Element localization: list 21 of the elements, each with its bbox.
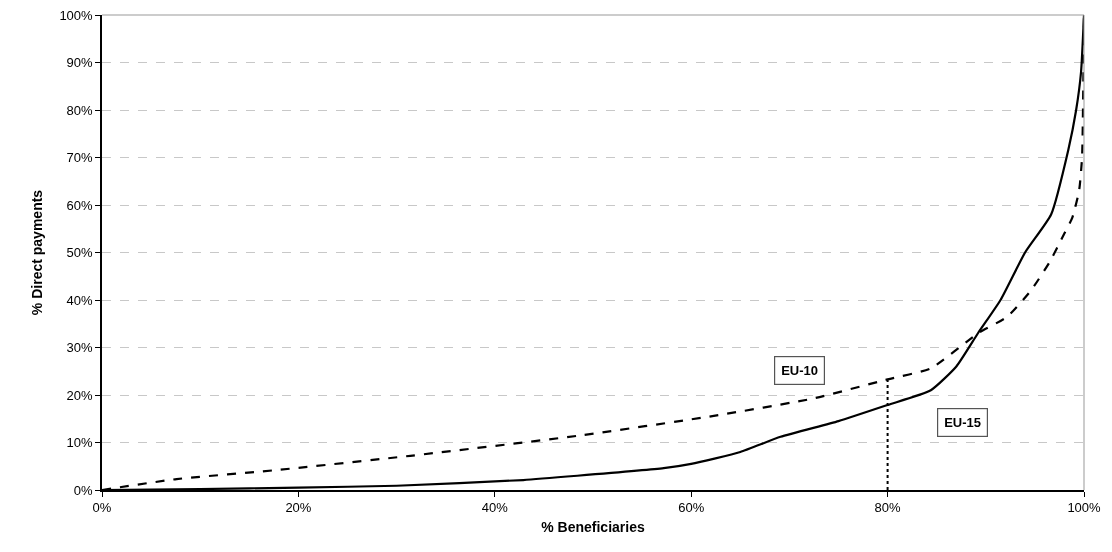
- x-tick-label: 0%: [92, 500, 112, 516]
- y-tick-label: 80%: [66, 102, 94, 118]
- y-tick-label: 20%: [66, 387, 94, 403]
- y-tick-label: 40%: [66, 292, 94, 308]
- y-tick-label: 70%: [66, 150, 94, 166]
- y-tick-label: 60%: [66, 197, 94, 213]
- x-axis-title: % Beneficiaries: [541, 519, 645, 536]
- series-label: EU-10: [781, 363, 819, 379]
- y-tick-label: 50%: [66, 245, 94, 261]
- y-tick-label: 30%: [66, 340, 94, 356]
- y-tick-label: 0%: [73, 482, 94, 498]
- x-tick-label: 20%: [285, 500, 312, 516]
- y-tick-label: 10%: [66, 435, 94, 451]
- x-tick-label: 40%: [481, 500, 509, 516]
- y-axis-title: % Direct payments: [28, 189, 45, 316]
- y-tick-label: 100%: [59, 7, 94, 23]
- x-tick-label: 80%: [874, 500, 902, 516]
- x-tick-label: 60%: [678, 500, 705, 516]
- text: EU-15: [944, 415, 982, 431]
- y-tick-label: 90%: [66, 55, 94, 71]
- x-tick-label: 100%: [1067, 500, 1102, 516]
